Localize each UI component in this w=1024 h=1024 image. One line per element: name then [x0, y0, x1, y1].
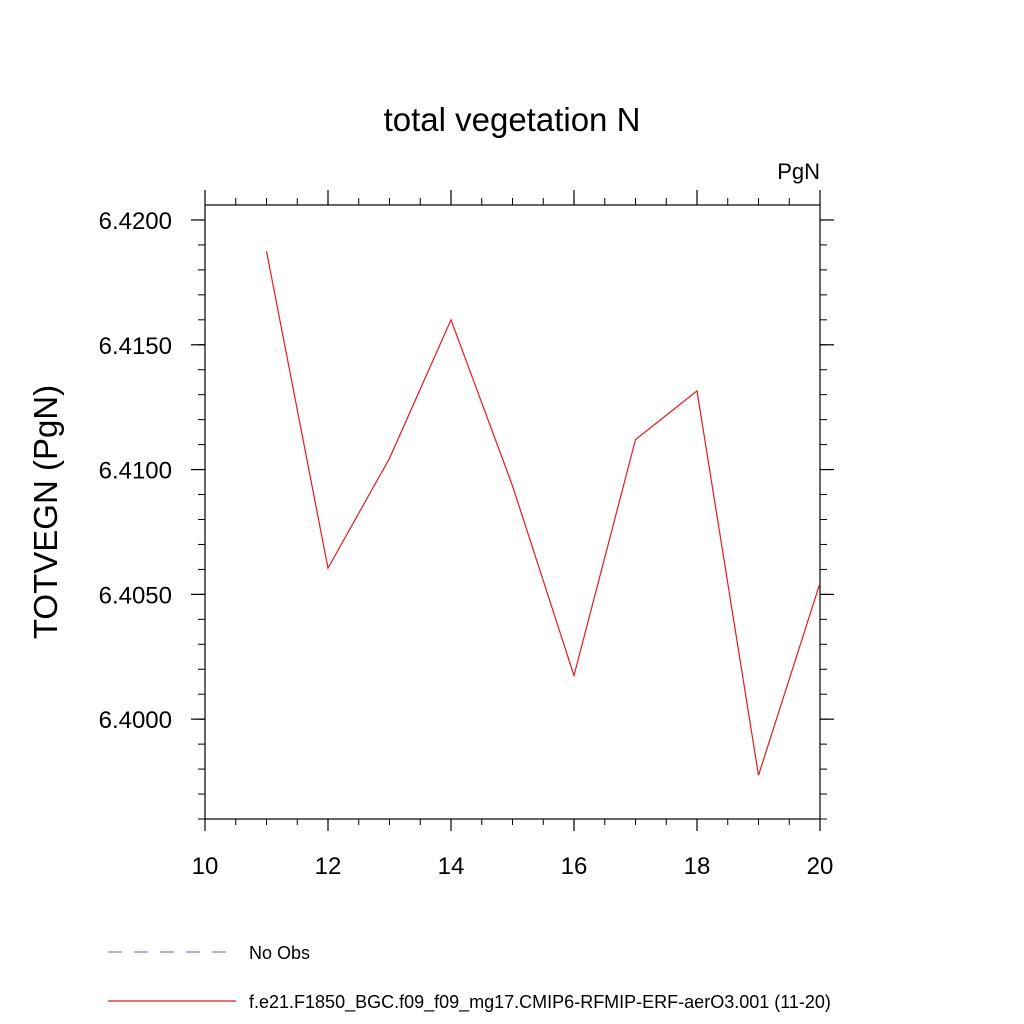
y-axis: 6.4000 6.4050 6.4100 6.4150 6.4200 — [99, 208, 834, 734]
y-tick-label: 6.4000 — [99, 707, 172, 734]
x-tick-label: 12 — [315, 853, 342, 880]
x-tick-label: 18 — [684, 853, 711, 880]
series-line — [265, 251, 821, 776]
minor-ticks — [198, 198, 827, 825]
x-axis: 10 12 14 16 18 20 — [192, 190, 834, 880]
legend-label-series: f.e21.F1850_BGC.f09_f09_mg17.CMIP6-RFMIP… — [249, 992, 831, 1013]
x-tick-label: 14 — [438, 853, 465, 880]
y-tick-label: 6.4200 — [99, 208, 172, 235]
legend: No Obs f.e21.F1850_BGC.f09_f09_mg17.CMIP… — [108, 943, 831, 1013]
x-tick-label: 10 — [192, 853, 219, 880]
series-group — [265, 251, 821, 776]
x-tick-label: 20 — [807, 853, 834, 880]
y-axis-label: TOTVEGN (PgN) — [27, 385, 64, 639]
x-tick-label: 16 — [561, 853, 588, 880]
plot-frame — [204, 204, 821, 820]
y-tick-label: 6.4100 — [99, 458, 172, 485]
y-tick-label: 6.4050 — [99, 582, 172, 609]
chart-title: total vegetation N — [384, 101, 641, 138]
units-label: PgN — [777, 159, 820, 184]
y-tick-label: 6.4150 — [99, 333, 172, 360]
legend-label-no-obs: No Obs — [249, 943, 310, 963]
